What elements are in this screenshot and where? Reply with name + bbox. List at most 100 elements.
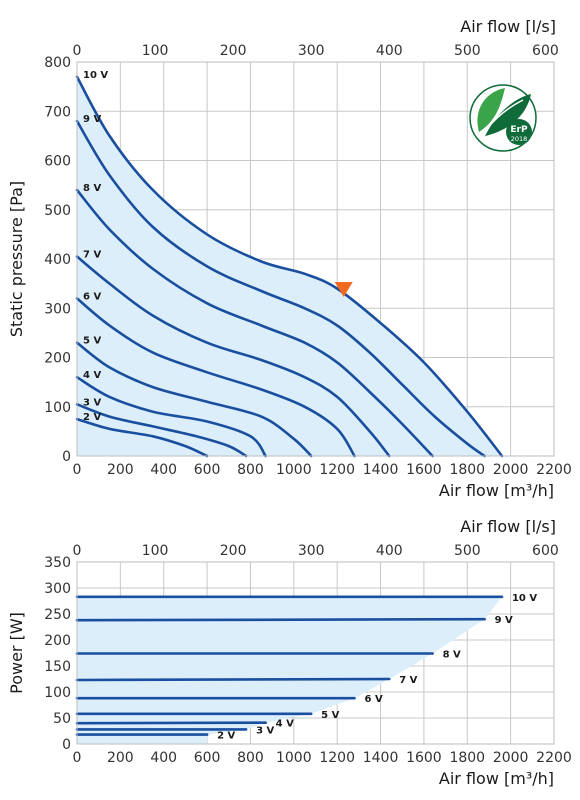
badge-seal [506,119,532,145]
x-top-tick-label: 200 [220,543,247,559]
x-tick-label: 1200 [319,462,355,478]
power-x-top-tick-labels: 0 100 200 300 400 500 600 [73,543,559,559]
y-tick-label: 100 [44,400,71,416]
pressure-y-axis-title: Static pressure [Pa] [7,181,26,337]
curve-9v [75,617,486,622]
x-tick-label: 1000 [276,462,312,478]
y-tick-label: 800 [44,55,71,71]
series-label: 9 V [495,615,513,626]
x-tick-label: 1400 [363,750,399,766]
y-tick-label: 250 [44,607,71,623]
operating-point-marker [334,282,353,298]
y-tick-label: 350 [44,555,71,571]
curve-4v [75,721,267,725]
series-label: 8 V [83,183,101,194]
x-tick-label: 1200 [319,750,355,766]
series-label: 2 V [83,412,101,423]
leaf-icon [477,88,531,136]
series-label: 9 V [83,114,101,125]
x-tick-label: 2200 [536,462,572,478]
power-chart: 10 V 9 V 8 V 7 V 6 V 5 V 4 V3 V 2 V 0 200 400 600 8… [7,517,572,788]
curve-2v [75,417,209,458]
pressure-x-axis-title: Air flow [m³/h] [439,481,554,500]
x-tick-label: 200 [107,750,134,766]
series-label: 6 V [83,291,101,302]
pressure-x-top-axis-title: Air flow [l/s] [460,17,556,36]
series-label: 6 V [365,694,383,705]
x-top-tick-label: 0 [73,43,82,59]
series-label: 2 V [217,731,235,742]
x-top-tick-label: 300 [298,43,325,59]
curve-10v [75,75,504,458]
y-tick-label: 600 [44,154,71,170]
power-curves [75,595,504,736]
static-pressure-chart: 10 V 9 V 8 V 7 V 6 V 5 V 4 V 3 V 2 V 0 200 400 600 8… [7,17,572,500]
y-tick-label: 150 [44,659,71,675]
x-tick-label: 400 [150,462,177,478]
x-tick-label: 2000 [493,750,529,766]
x-top-tick-label: 200 [220,43,247,59]
y-tick-label: 50 [53,711,71,727]
y-tick-label: 300 [44,301,71,317]
series-label: 10 V [83,70,108,81]
x-tick-label: 600 [194,462,221,478]
power-x-top-axis-title: Air flow [l/s] [460,517,556,536]
curve-4v [75,375,267,458]
series-label: 7 V [83,250,101,261]
series-label: 3 V [256,725,274,736]
x-top-tick-label: 500 [454,43,481,59]
series-label: 10 V [512,593,537,604]
series-label: 7 V [399,675,417,686]
x-tick-label: 2200 [536,750,572,766]
x-top-tick-label: 400 [376,543,403,559]
curve-8v [75,188,434,458]
y-tick-label: 100 [44,685,71,701]
x-tick-label: 2000 [493,462,529,478]
x-top-tick-label: 500 [454,543,481,559]
badge-line1: ErP [510,125,528,135]
x-tick-label: 1800 [449,462,485,478]
y-tick-label: 200 [44,633,71,649]
y-tick-label: 0 [62,449,71,465]
x-tick-label: 800 [237,462,264,478]
series-label: 4 V [83,370,101,381]
pressure-x-top-tick-labels: 0 100 200 300 400 500 600 [73,43,559,59]
y-tick-label: 400 [44,252,71,268]
pressure-plot-frame [76,61,555,457]
power-y-axis-title: Power [W] [7,612,26,694]
x-top-tick-label: 600 [532,43,559,59]
x-tick-label: 0 [73,462,82,478]
x-tick-label: 200 [107,462,134,478]
series-label: 3 V [83,397,101,408]
x-tick-label: 0 [73,750,82,766]
series-label: 4 V [276,719,294,730]
x-tick-label: 1600 [406,462,442,478]
x-tick-label: 1600 [406,750,442,766]
x-top-tick-label: 600 [532,543,559,559]
power-plot-frame [76,561,555,745]
x-tick-label: 1400 [363,462,399,478]
power-y-tick-labels: 0 50 100 150 200 250 300 350 [44,555,71,753]
power-x-axis-title: Air flow [m³/h] [439,769,554,788]
erp-2018-badge: ErP 2018 [469,84,537,152]
y-tick-label: 700 [44,104,71,120]
series-label: 8 V [443,650,461,661]
curve-3v [75,403,248,458]
x-top-tick-label: 0 [73,543,82,559]
y-tick-label: 200 [44,351,71,367]
curve-6v [75,297,356,458]
curve-7v [75,255,391,458]
pressure-y-tick-labels: 0 100 200 300 400 500 600 700 800 [44,55,71,465]
x-tick-label: 1800 [449,750,485,766]
x-top-tick-label: 100 [142,43,169,59]
curve-9v [75,119,486,458]
power-series-labels: 10 V 9 V 8 V 7 V 6 V 5 V 4 V3 V 2 V [217,593,537,742]
y-tick-label: 500 [44,203,71,219]
x-top-tick-label: 400 [376,43,403,59]
pressure-curves [75,75,504,458]
x-top-tick-label: 300 [298,543,325,559]
pressure-series-labels: 10 V 9 V 8 V 7 V 6 V 5 V 4 V 3 V 2 V [83,70,108,423]
pressure-operating-envelope [77,76,502,457]
x-tick-label: 800 [237,750,264,766]
